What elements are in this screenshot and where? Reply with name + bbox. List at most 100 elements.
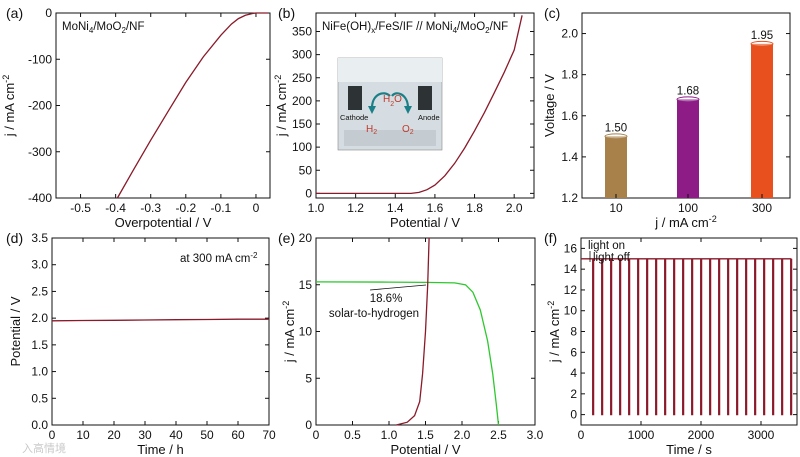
x-tick-label: 40: [169, 428, 183, 442]
x-tick-label: 0: [253, 201, 260, 215]
bar-cap: [604, 133, 628, 140]
y-tick-label: 1.5: [31, 338, 48, 352]
plot-frame: [51, 237, 270, 426]
y-tick-label: -200: [28, 99, 52, 113]
x-axis-label: Overpotential / V: [115, 215, 212, 230]
bar-value-label: 1.68: [677, 85, 699, 97]
y-tick-label: 5: [305, 371, 312, 385]
y-axis-label: j / mA cm-2: [1, 75, 17, 138]
x-tick-label: 1.4: [387, 201, 404, 215]
x-tick-label: -0.1: [211, 201, 232, 215]
y-tick-label: 3.5: [31, 231, 48, 245]
panel-c: 1.2 1.4 1.6 1.8 2.0 1.50 10 1.68 100 1.95 300 j / m…: [542, 5, 791, 230]
x-tick-label: 1.0: [381, 428, 398, 442]
panel-label: (f): [544, 230, 557, 246]
y-tick-label: 0: [570, 408, 577, 422]
y-tick-label: 16: [564, 241, 578, 255]
y-axis-label: j / mA cm-2: [273, 75, 289, 138]
lsv-curve: [116, 12, 269, 199]
y-tick-label: 15: [299, 278, 313, 292]
arrow-head-icon: [368, 106, 376, 114]
stability-curve: [51, 318, 269, 322]
chopped-light-curve: [581, 258, 793, 416]
x-tick-label: 30: [138, 428, 152, 442]
x-tick-label: 1.8: [466, 201, 483, 215]
bar-cap: [750, 40, 774, 47]
arrow-head-icon: [404, 106, 412, 114]
y-tick-label: 250: [292, 71, 312, 85]
electrolyzer-curve: [396, 237, 430, 426]
anode-electrode: [418, 86, 432, 110]
o2-label: O2: [402, 124, 414, 136]
y-axis-label: Potential / V: [8, 296, 23, 366]
y-tick-label: 50: [299, 163, 313, 177]
cathode-electrode: [348, 86, 362, 110]
plot-frame: [55, 12, 271, 199]
y-tick-label: 1.8: [561, 68, 578, 82]
y-tick-label: 20: [299, 231, 313, 245]
y-tick-label: 8: [570, 325, 577, 339]
cell-label: NiFe(OH)x/FeS/IF // MoNi4/MoO2/NF: [322, 21, 508, 35]
y-tick-label: 12: [564, 283, 578, 297]
lsv-curve: [316, 15, 523, 195]
panel-label: (c): [544, 5, 560, 21]
panel-f: 0 1000 2000 3000 0 2 4 6 8 10 12 14 16 Time / s j / mA…: [544, 230, 798, 457]
x-tick-label: 3000: [748, 428, 775, 442]
watermark-text: 入高情境: [22, 441, 66, 455]
x-tick-label: 1.5: [417, 428, 434, 442]
x-tick-label: 1000: [628, 428, 655, 442]
arrow-left-icon: [370, 92, 391, 109]
bar: [751, 43, 773, 199]
condition-label: at 300 mA cm-2: [180, 251, 258, 266]
arrow-right-icon: [391, 92, 410, 109]
anode-label: Anode: [418, 113, 440, 122]
light-on-label: light on: [588, 240, 625, 252]
panel-label: (e): [278, 230, 295, 246]
x-tick-label: 2.5: [490, 428, 507, 442]
y-tick-label: 10: [299, 325, 313, 339]
y-tick-label: 1.4: [561, 150, 578, 164]
y-axis-label: j / mA cm-2: [281, 301, 297, 364]
light-off-label: light off: [593, 252, 631, 264]
x-tick-label: 0: [49, 428, 56, 442]
y-tick-label: 2.5: [31, 284, 48, 298]
efficiency-label: solar-to-hydrogen: [329, 308, 419, 320]
x-tick-label: 2.0: [506, 201, 523, 215]
y-tick-label: 100: [292, 140, 312, 154]
pointer-line: [369, 284, 427, 291]
x-axis-label: Time / s: [666, 442, 712, 457]
x-axis-label: Potential / V: [390, 215, 460, 230]
x-tick-label: 1.2: [347, 201, 364, 215]
inset-top-band: [338, 58, 442, 82]
cathode-label: Cathode: [340, 113, 368, 122]
y-tick-label: 350: [292, 25, 312, 39]
y-tick-label: -100: [28, 52, 52, 66]
x-tick-label: -0.4: [105, 201, 126, 215]
y-tick-label: 2: [570, 387, 577, 401]
panel-a: -0.5 -0.4 -0.3 -0.2 -0.1 0 -400 -300 -200 -100 0 Ov…: [1, 5, 271, 230]
y-tick-label: 2.0: [31, 311, 48, 325]
y-tick-label: 0.5: [31, 391, 48, 405]
pv-jv-curve: [315, 281, 500, 426]
y-tick-label: 200: [292, 94, 312, 108]
y-axis-label: j / mA cm-2: [546, 301, 562, 364]
x-tick-label: 3.0: [527, 428, 544, 442]
y-tick-label: 14: [564, 262, 578, 276]
y-tick-label: 6: [570, 345, 577, 359]
inset-base: [344, 130, 436, 146]
plot-frame: [315, 12, 535, 199]
y-axis-label: Voltage / V: [542, 74, 557, 137]
x-tick-label: 300: [752, 201, 772, 215]
panel-d: 0 10 20 30 40 50 60 70 0.0 0.5 1.0 1.5 2.0 2.5 3.0 3.5 T…: [6, 230, 276, 457]
x-tick-label: 70: [262, 428, 276, 442]
x-tick-label: 100: [678, 201, 698, 215]
x-tick-label: 1.0: [308, 201, 325, 215]
x-tick-label: 1.6: [427, 201, 444, 215]
bar-cap: [676, 96, 700, 103]
x-tick-label: -0.5: [70, 201, 91, 215]
x-tick-label: 0: [578, 428, 585, 442]
x-tick-label: 2000: [688, 428, 715, 442]
x-tick-label: 50: [200, 428, 214, 442]
x-tick-label: 20: [107, 428, 121, 442]
